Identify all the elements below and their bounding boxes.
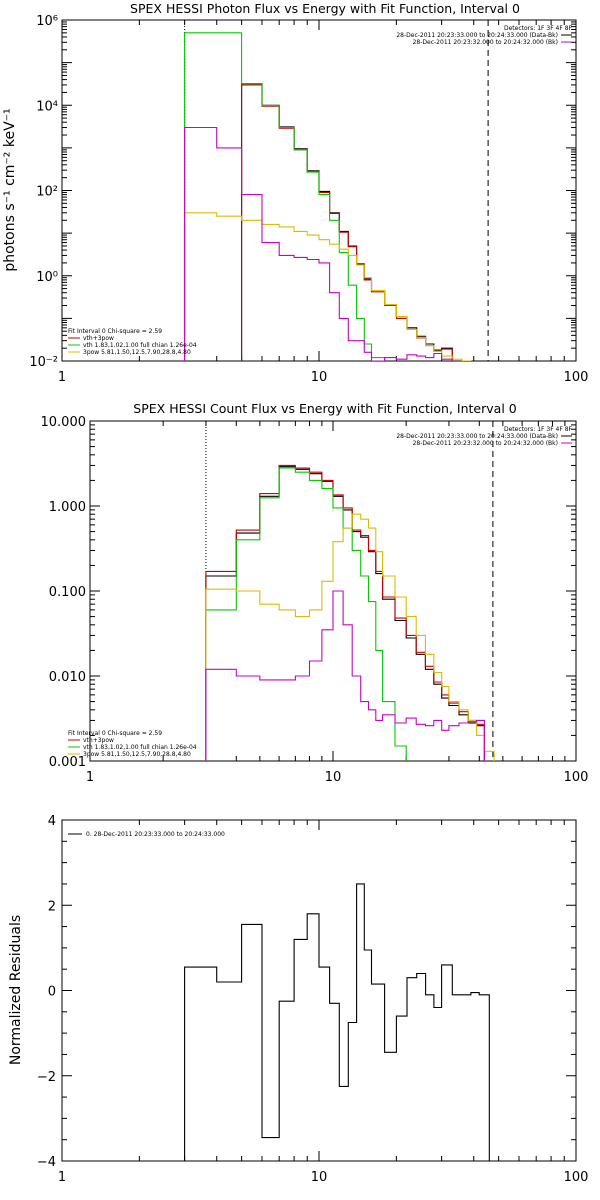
axis-ticks: 1 10 100 −4 −2 0 2 4 [37,814,589,1185]
series-vth [184,32,386,361]
y-tick-label: 2 [48,899,56,914]
y-tick-label: 0.100 [49,585,86,600]
legend-entry-bk: 28-Dec-2011 20:23:32.000 to 20:24:32.000… [413,39,558,46]
photon-flux-panel: SPEX HESSI Photon Flux vs Energy with Fi… [2,1,588,385]
y-tick-label: 10.000 [41,415,87,430]
series-layer [205,421,495,761]
legend-entry-3pow: 3pow 5.81,1.50,12.5,7.90,28.8,4.80 [83,349,191,356]
axis-ticks: 1 10 100 10⁻² 10⁰ 10² 10⁴ 10⁶ [29,14,588,385]
plot-frame [61,819,577,1162]
y-tick-label: 10² [36,185,58,200]
series-layer [184,883,490,1161]
y-tick-label: 10⁴ [36,99,58,114]
legend-entry-vth: vth 1.83,1.02,1.00 full chian 1.26e-04 [83,342,197,349]
y-tick-label: 4 [48,814,56,829]
axis-ticks: 1 10 100 0.001 0.010 0.100 1.000 10.000 [41,415,589,785]
x-tick-label: 1 [58,1170,66,1185]
x-tick-label: 1 [86,770,94,785]
residuals-panel: Normalized Residuals 1 10 100 −4 −2 0 2 4 0. 28… [8,814,588,1185]
panel-title: SPEX HESSI Photon Flux vs Energy with Fi… [130,1,520,16]
legend-entry-bk: 28-Dec-2011 20:23:32.000 to 20:24:32.000… [413,440,558,447]
legend-right: Detectors: 1F 3F 4F 8F 28-Dec-2011 20:23… [396,25,572,46]
series-layer [184,20,489,361]
series-data-bk [205,466,485,761]
series-residuals [184,883,490,1161]
y-axis-label: Normalized Residuals [8,915,24,1065]
legend-entry-total: vth+3pow [83,335,114,342]
y-tick-label: 10⁶ [36,14,58,29]
series-vth [205,467,407,761]
legend-right: Detectors: 1F 3F 4F 8F 28-Dec-2011 20:23… [396,426,572,447]
x-tick-label: 10 [311,1170,328,1185]
legend-left: Fit Interval 0 Chi-square = 2.59 vth+3po… [68,730,197,758]
legend-fit-header: Fit Interval 0 Chi-square = 2.59 [68,328,162,335]
y-tick-label: 0 [48,985,56,1000]
legend-entry: 0. 28-Dec-2011 20:23:33.000 to 20:24:33.… [86,831,225,838]
legend-entry-data: 28-Dec-2011 20:23:33.000 to 20:24:33.000… [396,433,558,440]
legend-entry-data: 28-Dec-2011 20:23:33.000 to 20:24:33.000… [396,32,558,39]
legend-fit-header: Fit Interval 0 Chi-square = 2.59 [68,730,162,737]
y-tick-label: 1.000 [49,500,86,515]
legend-entry-3pow: 3pow 5.81,1.50,12.5,7.90,28.8,4.80 [83,751,191,758]
x-tick-label: 100 [564,370,589,385]
series-3pow [184,212,472,361]
legend-left: Fit Interval 0 Chi-square = 2.59 vth+3po… [68,328,197,356]
y-tick-label: 10⁻² [29,355,58,370]
legend-entry-total: vth+3pow [83,737,114,744]
x-tick-label: 100 [564,1170,589,1185]
legend-detectors: Detectors: 1F 3F 4F 8F [504,25,573,32]
legend: 0. 28-Dec-2011 20:23:33.000 to 20:24:33.… [68,831,225,838]
series-bk [205,590,485,761]
y-tick-label: 0.001 [49,755,86,770]
series-vth+3pow [205,464,485,761]
series-3pow [205,513,495,761]
legend-entry-vth: vth 1.83,1.02,1.00 full chian 1.26e-04 [83,744,197,751]
y-tick-label: 0.010 [49,670,86,685]
legend-detectors: Detectors: 1F 3F 4F 8F [504,426,573,433]
x-tick-label: 10 [325,770,342,785]
count-flux-panel: SPEX HESSI Count Flux vs Energy with Fit… [41,401,589,785]
y-axis-label: photons s⁻¹ cm⁻² keV⁻¹ [2,108,18,271]
x-tick-label: 100 [564,770,589,785]
y-tick-label: −4 [37,1155,56,1170]
series-bk [184,126,453,361]
panel-title: SPEX HESSI Count Flux vs Energy with Fit… [133,401,516,416]
y-tick-label: 10⁰ [36,270,58,285]
x-tick-label: 1 [58,370,66,385]
x-tick-label: 10 [311,370,328,385]
y-tick-label: −2 [37,1070,56,1085]
